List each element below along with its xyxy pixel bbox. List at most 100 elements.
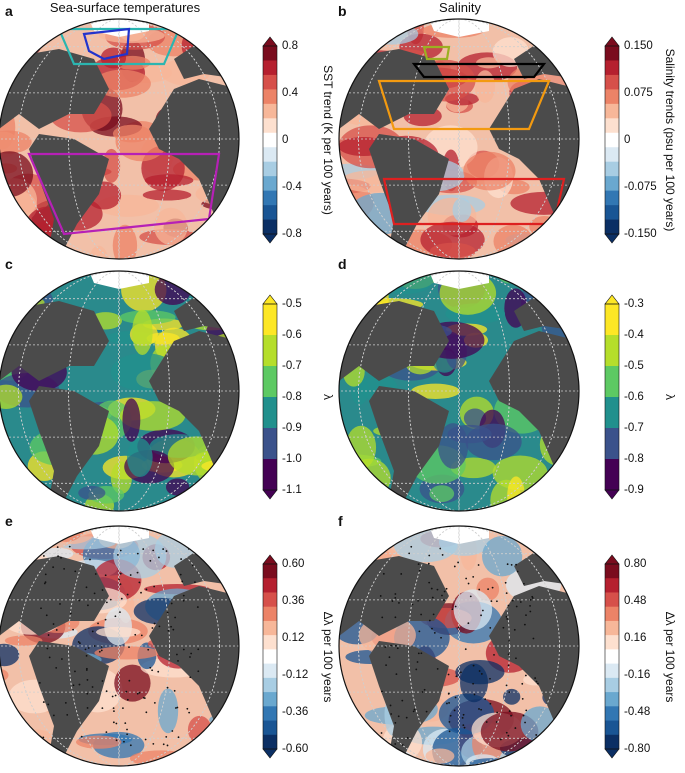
significance-dot — [522, 582, 525, 585]
significance-dot — [162, 743, 165, 746]
colorbar-tick-label: -0.8 — [282, 391, 302, 403]
field-blob — [503, 688, 521, 705]
colorbar-bin — [263, 578, 277, 593]
north-america-land — [339, 301, 449, 381]
field-blob — [548, 721, 579, 737]
significance-dot — [423, 688, 426, 691]
significance-dot — [123, 740, 125, 743]
significance-dot — [52, 566, 55, 569]
significance-dot — [176, 653, 178, 656]
significance-dot — [521, 682, 524, 685]
field-blob — [95, 626, 141, 638]
significance-dot — [529, 610, 532, 613]
panel-letter-b: b — [338, 3, 347, 19]
significance-dot — [484, 698, 487, 701]
colorbar-min-arrow — [262, 748, 278, 759]
africa-land — [489, 586, 579, 726]
significance-dot — [86, 707, 89, 709]
field-blob — [400, 507, 418, 511]
field-blob — [522, 239, 558, 259]
meridian-line — [358, 526, 560, 766]
significance-dot — [136, 571, 139, 574]
significance-dot — [172, 628, 175, 631]
meridian-line — [18, 526, 220, 766]
significance-dot — [115, 722, 118, 725]
colorbar-bin — [605, 89, 619, 105]
significance-dot — [162, 548, 165, 550]
significance-dot — [61, 658, 63, 660]
colorbar-bin — [263, 635, 277, 650]
colorbar-bin — [605, 677, 619, 693]
significance-dot — [166, 686, 169, 689]
field-blob — [530, 286, 554, 298]
meridian-line — [18, 19, 220, 259]
colorbar-bin — [605, 564, 619, 579]
significance-dot — [153, 585, 156, 588]
significance-dot — [136, 692, 139, 695]
colorbar-bin — [605, 578, 619, 593]
significance-dot — [170, 602, 173, 605]
subpolar-region-outline — [57, 27, 181, 66]
field-blob — [132, 309, 153, 356]
colorbar-bin — [605, 620, 619, 636]
colorbar-bin — [605, 147, 619, 162]
north-america-land — [339, 49, 449, 129]
significance-dot — [74, 670, 76, 673]
colorbar-bin — [263, 734, 277, 750]
significance-dot — [516, 570, 519, 573]
significance-dot — [128, 646, 130, 649]
globe-outline — [338, 525, 580, 767]
significance-dot — [165, 735, 168, 738]
field-blob — [492, 455, 548, 491]
field-blob — [146, 332, 180, 345]
colorbar-tick-label: 0 — [282, 134, 289, 146]
significance-dot — [86, 692, 89, 695]
significance-dot — [85, 669, 88, 671]
panel-letter-f: f — [338, 513, 343, 529]
significance-dot — [537, 682, 539, 685]
field-blob — [552, 271, 579, 281]
globe-map-a — [0, 18, 240, 260]
significance-dot — [502, 626, 505, 629]
significance-dot — [505, 731, 508, 734]
significance-dot — [417, 563, 420, 566]
colorbar-tick-label: 0.12 — [282, 632, 305, 644]
colorbar-bin — [605, 366, 619, 398]
significance-dot — [147, 648, 150, 651]
colorbar-bin — [605, 176, 619, 191]
field-blob — [482, 536, 523, 577]
colorbar-tick-label: -0.36 — [282, 706, 309, 718]
significance-dot — [104, 574, 107, 577]
significance-dot — [379, 595, 382, 597]
colorbar-label: SST trend (K per 100 years) — [321, 65, 335, 215]
colorbar-tick-label: -0.80 — [624, 743, 651, 755]
significance-dot — [491, 586, 494, 589]
significance-dot — [179, 573, 182, 576]
field-blob — [204, 19, 239, 41]
significance-dot — [89, 558, 91, 561]
significance-dot — [522, 714, 525, 717]
north-america-land — [339, 556, 449, 636]
significance-dot — [142, 696, 145, 699]
colorbar-tick-label: -1.0 — [282, 453, 302, 465]
significance-dot — [418, 569, 421, 572]
colorbar-bin — [605, 635, 619, 650]
significance-dot — [461, 716, 464, 719]
south-america-land — [369, 386, 449, 511]
significance-dot — [401, 744, 404, 746]
significance-dot — [173, 689, 176, 692]
colorbar-tick-label: -0.075 — [624, 181, 657, 193]
significance-dot — [453, 709, 456, 712]
africa-land — [489, 79, 579, 219]
field-blob — [339, 760, 383, 766]
significance-dot — [496, 600, 498, 603]
colorbar-bin — [263, 205, 277, 220]
colorbar-bin — [605, 132, 619, 148]
significance-dot — [151, 669, 154, 672]
significance-dot — [66, 713, 69, 716]
significance-dot — [119, 549, 122, 552]
colorbar-bin — [605, 190, 619, 206]
colorbar-tick-label: -1.1 — [282, 484, 302, 496]
colorbar-bin — [263, 46, 277, 61]
significance-dot — [467, 622, 470, 625]
